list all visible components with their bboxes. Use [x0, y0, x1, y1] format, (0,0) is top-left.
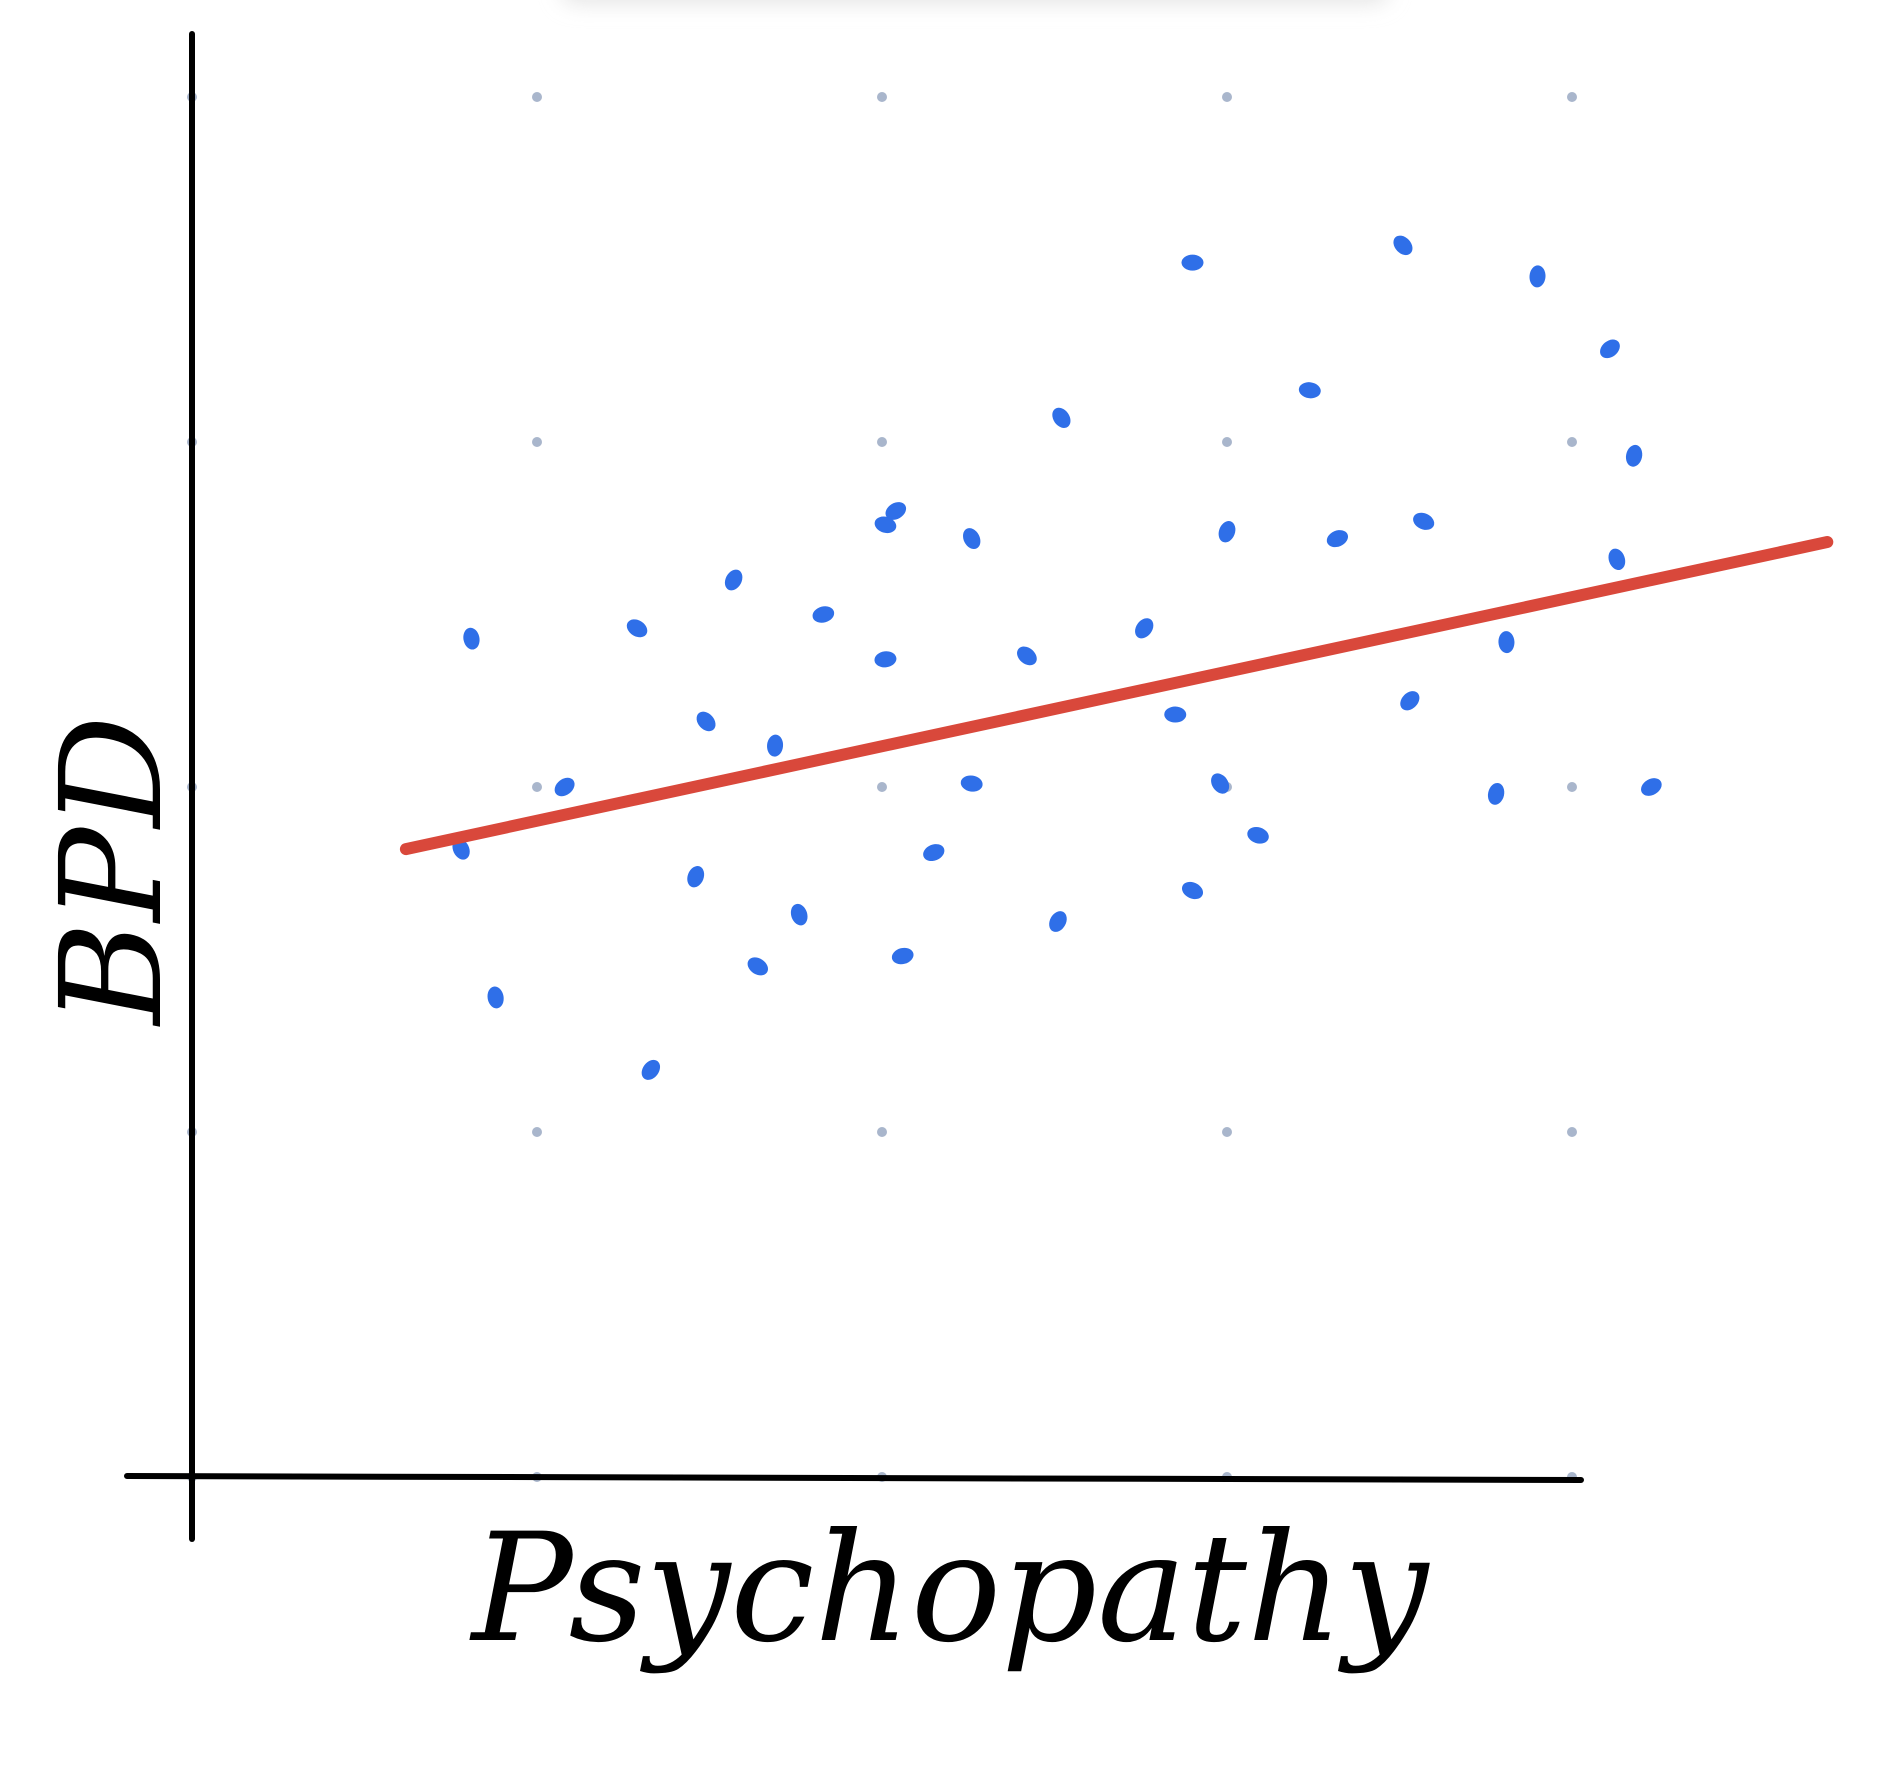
- data-point: [747, 957, 769, 976]
- grid: [187, 92, 1577, 1482]
- grid-dot: [1567, 1127, 1577, 1137]
- data-point: [1326, 530, 1348, 548]
- data-point: [1247, 827, 1269, 844]
- data-point: [767, 734, 784, 757]
- data-point: [487, 986, 504, 1009]
- grid-dot: [1567, 92, 1577, 102]
- grid-dot: [1567, 782, 1577, 792]
- grid-dot: [877, 92, 887, 102]
- grid-dot: [532, 92, 542, 102]
- data-point: [1487, 783, 1505, 805]
- x-axis-label: Psychopathy: [469, 1502, 1431, 1676]
- data-point: [1600, 339, 1620, 359]
- data-point: [790, 903, 808, 926]
- data-point: [1164, 706, 1187, 723]
- grid-dot: [532, 437, 542, 447]
- data-point: [1529, 265, 1546, 288]
- data-point: [687, 866, 705, 888]
- trend-line: [399, 536, 1834, 856]
- data-point: [641, 1059, 661, 1080]
- grid-dot: [1222, 437, 1232, 447]
- data-point: [923, 844, 945, 862]
- data-point: [554, 777, 575, 797]
- y-axis-label: BPD: [31, 715, 194, 1027]
- grid-dot: [532, 1127, 542, 1137]
- data-point: [1135, 618, 1154, 639]
- data-point: [1498, 631, 1515, 654]
- data-point: [724, 569, 743, 591]
- data-point: [1625, 444, 1643, 467]
- data-point: [1017, 646, 1037, 666]
- data-point: [1641, 778, 1662, 796]
- grid-dot: [1222, 92, 1232, 102]
- data-point: [1218, 521, 1236, 543]
- marks: [399, 235, 1834, 1080]
- data-point: [1393, 235, 1413, 256]
- data-point: [1413, 512, 1435, 530]
- data-point: [696, 711, 716, 732]
- data-point: [891, 947, 914, 965]
- data-point: [1181, 254, 1204, 271]
- data-point: [874, 516, 897, 534]
- data-point: [1049, 911, 1067, 932]
- toolbar-shadow: [566, 0, 1384, 4]
- data-point: [812, 606, 835, 623]
- data-point: [1052, 407, 1071, 428]
- grid-dot: [1567, 437, 1577, 447]
- data-point: [885, 502, 907, 520]
- data-point: [960, 775, 983, 792]
- data-point: [626, 619, 648, 638]
- data-point: [1181, 881, 1204, 900]
- data-point: [463, 627, 480, 650]
- x-axis: [124, 1473, 1584, 1483]
- data-point: [962, 528, 981, 550]
- grid-dot: [877, 1127, 887, 1137]
- data-point: [1211, 773, 1230, 794]
- data-point: [1400, 691, 1420, 711]
- grid-dot: [877, 437, 887, 447]
- data-point: [874, 651, 897, 668]
- grid-dot: [532, 782, 542, 792]
- grid-dot: [877, 782, 887, 792]
- grid-dot: [1222, 1127, 1232, 1137]
- data-point: [1298, 382, 1321, 399]
- data-point: [1608, 548, 1626, 571]
